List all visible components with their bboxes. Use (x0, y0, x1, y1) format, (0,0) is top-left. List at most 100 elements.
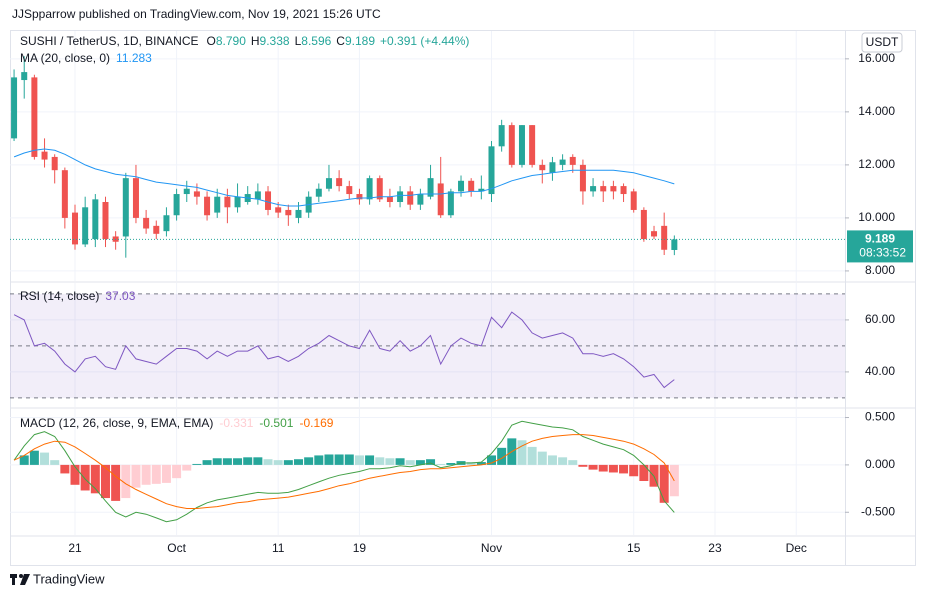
histogram-bar (446, 463, 456, 465)
candle-body (498, 125, 505, 147)
candle-body (214, 196, 221, 213)
candle-body (671, 239, 678, 250)
histogram-bar (497, 447, 507, 465)
histogram-bar (19, 455, 29, 465)
legend: RSI (14, close) 37.03 (20, 289, 136, 303)
histogram-bar (558, 457, 568, 465)
histogram-bar (202, 460, 212, 465)
candle-body (31, 77, 38, 157)
candle-body (376, 178, 383, 200)
signal-line (13, 434, 675, 509)
legend-value: 37.03 (105, 289, 135, 303)
histogram-bar (222, 458, 232, 465)
legend: MACD (12, 26, close, 9, EMA, EMA) -0.331 -… (20, 416, 334, 430)
candle-body (407, 191, 414, 205)
candle-body (539, 164, 546, 171)
histogram-bar (334, 454, 344, 465)
candle-body (163, 215, 170, 232)
pane: 40.00 60.00 RSI (14, close) 37.03 (10, 283, 895, 407)
candle-body (193, 191, 200, 197)
histogram-bar (293, 459, 303, 465)
candle-body (336, 178, 343, 187)
legend-value: -0.169 (299, 416, 333, 430)
candle-body (620, 186, 627, 195)
candle-body (600, 186, 607, 192)
candle-body (346, 186, 353, 195)
histogram-bar (172, 464, 182, 479)
candle-body (610, 186, 617, 192)
histogram-bar (233, 458, 243, 465)
candle-body (183, 188, 190, 195)
histogram-bar (354, 455, 364, 465)
candle-body (458, 180, 465, 192)
histogram-bar (486, 455, 496, 465)
macd-line (13, 420, 675, 523)
histogram-bar (304, 457, 314, 465)
logo-part (12, 574, 15, 585)
histogram-bar (436, 463, 446, 465)
candle-body (153, 225, 160, 234)
y-tick-label: 0.500 (865, 410, 895, 424)
currency-button[interactable] (861, 32, 903, 53)
histogram-bar (537, 451, 547, 465)
candle-body (468, 180, 475, 192)
histogram-bar (273, 460, 283, 465)
logo (10, 574, 30, 585)
candle-body (640, 209, 647, 240)
candle-body (234, 196, 241, 208)
legend: MA (20, close, 0) 11.283 (20, 51, 152, 65)
candle-body (122, 178, 129, 237)
y-tick-label: 12.000 (858, 157, 895, 171)
legend-value: -0.331 (219, 416, 253, 430)
histogram-bar (405, 460, 415, 465)
y-tick-label: 16.000 (858, 51, 895, 65)
x-tick-label: 19 (353, 541, 367, 555)
candle-body (437, 183, 444, 216)
candle-body (549, 162, 556, 173)
histogram-bar (619, 464, 629, 474)
candle-body (569, 156, 576, 165)
legend-value: 8.790 (216, 34, 246, 48)
histogram-bar (263, 459, 273, 465)
candle-body (51, 156, 58, 171)
price-tag-countdown: 08:33:52 (859, 246, 906, 260)
candle-body (386, 196, 393, 202)
histogram-bar (141, 464, 151, 485)
legend-prefix: C (336, 34, 345, 48)
candle-body (590, 186, 597, 192)
candle-body (325, 178, 332, 189)
histogram-bar (598, 464, 608, 472)
legend-name: MACD (12, 26, close, 9, EMA, EMA) (20, 416, 213, 430)
candle-body (356, 194, 363, 200)
histogram-bar (547, 455, 557, 465)
histogram-bar (415, 460, 425, 465)
candle-body (132, 178, 139, 218)
histogram-bar (476, 462, 486, 465)
logo-part (19, 574, 23, 578)
histogram-bar (253, 457, 263, 465)
histogram-bar (182, 464, 192, 471)
legend-value: 8.596 (301, 34, 331, 48)
histogram-bar (29, 450, 39, 465)
legend-change: +0.391 (+4.44%) (380, 34, 469, 48)
histogram-bar (314, 455, 324, 465)
y-tick-label: 10.000 (858, 210, 895, 224)
candle-body (224, 196, 231, 208)
candle-body (265, 191, 272, 210)
histogram-bar (395, 458, 405, 465)
legend-title: SUSHI / TetherUS, 1D, BINANCE (20, 34, 199, 48)
candle-body (417, 194, 424, 205)
histogram-bar (365, 455, 375, 465)
candle-body (285, 209, 292, 216)
candle-body (315, 188, 322, 197)
histogram-bar (588, 464, 598, 470)
candle-body (41, 151, 48, 160)
x-tick-label: 15 (627, 541, 641, 555)
candle-body (366, 178, 373, 200)
candle-body (295, 209, 302, 218)
candle-body (478, 188, 485, 192)
y-tick-label: 60.00 (865, 312, 895, 326)
histogram-bar (527, 446, 537, 465)
x-tick-label: Nov (481, 541, 502, 555)
histogram-bar (192, 463, 202, 465)
